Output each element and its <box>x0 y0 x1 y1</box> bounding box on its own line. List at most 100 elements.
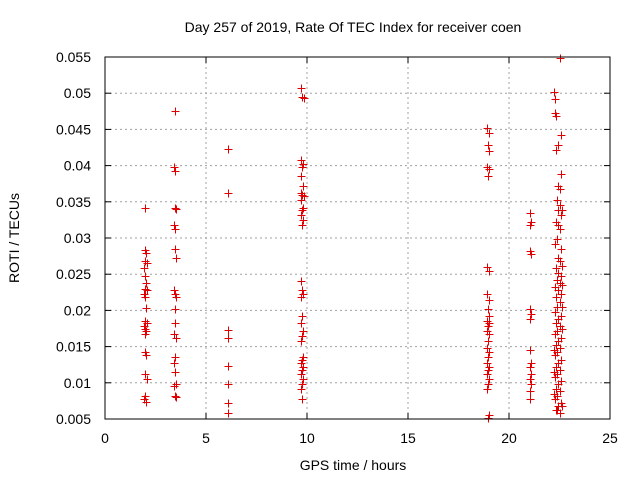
x-tick-label: 10 <box>299 430 315 446</box>
data-point <box>557 131 566 140</box>
y-tick-label: 0.02 <box>64 302 91 318</box>
data-point <box>556 185 565 194</box>
data-point <box>171 107 180 116</box>
data-point <box>170 359 179 368</box>
data-point <box>298 366 307 375</box>
data-point <box>172 393 181 402</box>
data-point <box>224 409 233 418</box>
data-point <box>300 94 309 103</box>
data-point <box>299 216 308 225</box>
data-point <box>298 395 307 404</box>
data-point <box>552 112 561 121</box>
data-point <box>143 259 152 268</box>
data-point <box>142 249 151 258</box>
data-point <box>171 167 180 176</box>
y-tick-label: 0.015 <box>56 339 91 355</box>
data-point <box>141 330 150 339</box>
data-point <box>554 221 563 230</box>
data-point <box>170 330 179 339</box>
data-point <box>171 225 180 234</box>
data-point <box>141 257 150 266</box>
data-point <box>558 262 567 271</box>
data-point <box>484 337 493 346</box>
data-point <box>554 337 563 346</box>
data-point <box>556 54 565 63</box>
data-point <box>299 182 308 191</box>
data-point <box>298 93 307 102</box>
y-tick-label: 0.04 <box>64 158 91 174</box>
data-point <box>141 370 150 379</box>
y-axis-ticks: 0.005 0.01 0.015 0.02 0.025 0.03 0.035 0.04 0.04… <box>56 49 610 427</box>
data-point <box>171 305 180 314</box>
data-point <box>297 293 306 302</box>
data-point <box>142 279 151 288</box>
data-point <box>485 312 494 321</box>
data-point <box>143 375 152 384</box>
data-point <box>553 406 562 415</box>
data-point <box>171 392 180 401</box>
data-point <box>172 293 181 302</box>
x-tick-label: 20 <box>501 430 517 446</box>
data-point <box>170 163 179 172</box>
data-point <box>297 359 306 368</box>
data-point <box>552 385 561 394</box>
data-point <box>558 402 567 411</box>
data-point <box>142 351 151 360</box>
data-point <box>170 221 179 230</box>
data-point <box>526 305 535 314</box>
data-point <box>171 319 180 328</box>
data-point <box>172 380 181 389</box>
data-point <box>298 286 307 295</box>
data-point <box>297 172 306 181</box>
data-point <box>299 375 308 384</box>
data-point <box>297 211 306 220</box>
data-point <box>224 326 233 335</box>
data-point <box>224 145 233 154</box>
data-point <box>171 368 180 377</box>
data-point <box>224 189 233 198</box>
data-point <box>170 382 179 391</box>
data-point <box>526 375 535 384</box>
data-points <box>140 54 567 423</box>
data-point <box>483 385 492 394</box>
data-point <box>141 204 150 213</box>
data-point <box>550 390 559 399</box>
data-point <box>551 330 560 339</box>
data-point <box>172 205 181 214</box>
data-point <box>556 257 565 266</box>
y-axis-label: ROTI / TECUs <box>6 193 22 283</box>
data-point <box>483 163 492 172</box>
data-point <box>170 286 179 295</box>
y-tick-label: 0.01 <box>64 375 91 391</box>
y-tick-label: 0.055 <box>56 49 91 65</box>
data-point <box>485 330 494 339</box>
data-point <box>483 359 492 368</box>
data-point <box>484 380 493 389</box>
data-point <box>483 124 492 133</box>
data-point <box>142 304 151 313</box>
data-point <box>297 319 306 328</box>
data-point <box>483 290 492 299</box>
chart-title: Day 257 of 2019, Rate Of TEC Index for r… <box>185 19 522 35</box>
data-point <box>556 279 565 288</box>
data-point <box>171 353 180 362</box>
data-point <box>558 206 567 215</box>
y-tick-label: 0.005 <box>56 411 91 427</box>
data-point <box>554 380 563 389</box>
data-point <box>485 129 494 138</box>
data-point <box>557 245 566 254</box>
data-point <box>557 170 566 179</box>
data-point <box>483 317 492 326</box>
data-point <box>298 380 307 389</box>
data-point <box>297 156 306 165</box>
data-point <box>552 293 561 302</box>
data-point <box>484 141 493 150</box>
data-point <box>554 359 563 368</box>
x-tick-label: 15 <box>400 430 416 446</box>
data-point <box>527 380 536 389</box>
data-point <box>483 344 492 353</box>
data-point <box>552 264 561 273</box>
x-tick-label: 25 <box>602 430 618 446</box>
data-point <box>172 334 181 343</box>
